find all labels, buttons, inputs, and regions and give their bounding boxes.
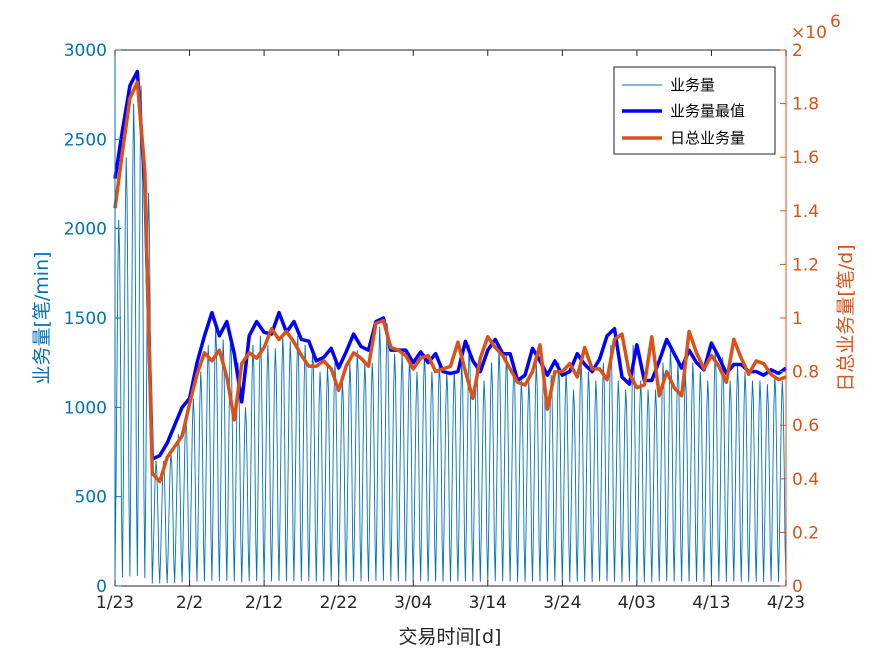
left-y-axis: 0 500 1000 1500 2000 2500 3000 [64,41,121,597]
right-axis-exponent: ×10 6 [791,12,841,43]
right-tick-label: 0.6 [792,416,819,436]
right-tick-label: 0.4 [792,470,819,490]
right-tick-label: 0 [792,577,803,597]
exponent-multiplier: × [791,23,805,43]
right-tick-label: 2 [792,41,803,61]
x-tick-label: 2/12 [245,593,283,613]
left-tick-label: 2500 [64,130,107,150]
exponent-base: 10 [805,23,827,43]
x-tick-label: 4/13 [692,593,730,613]
max-series-line [113,69,788,461]
legend: 业务量 业务量最值 日总业务量 [613,66,776,155]
right-tick-label: 0.8 [792,363,819,383]
minute-series-业务量 [114,85,787,584]
x-tick-label: 2/2 [176,593,203,613]
left-tick-label: 0 [96,577,107,597]
right-tick-label: 1.6 [792,148,819,168]
right-tick-label: 1 [792,309,803,329]
minute-series-line [114,85,787,584]
x-tick-label: 4/03 [618,593,656,613]
x-tick-label: 3/14 [469,593,507,613]
legend-label-max: 业务量最值 [670,102,745,120]
right-y-axis-title: 日总业务量[笔/d] [835,244,857,391]
x-tick-label: 2/22 [320,593,358,613]
daily-series-line [113,80,787,484]
legend-label-daily: 日总业务量 [670,129,745,147]
left-tick-label: 500 [75,488,107,508]
right-tick-label: 1.2 [792,255,819,275]
exponent-power: 6 [830,12,841,32]
x-axis: 1/23 2/2 2/12 2/22 3/04 3/14 3/24 4/03 4/13 4/23 [96,50,805,613]
right-tick-label: 1.4 [792,202,819,222]
daily-series-日总业务量 [113,80,787,484]
x-tick-label: 1/23 [96,593,134,613]
x-tick-label: 3/24 [543,593,581,613]
left-tick-label: 1000 [64,398,107,418]
legend-label-minute: 业务量 [670,76,715,94]
svg-text:×10: ×10 [791,23,827,43]
right-tick-label: 1.8 [792,95,819,115]
right-y-axis: 0 0.2 0.4 0.6 0.8 1 1.2 1.4 1.6 1.8 2 [780,41,819,597]
left-tick-label: 1500 [64,309,107,329]
left-tick-label: 3000 [64,41,107,61]
max-series-业务量最值 [113,69,788,461]
right-tick-label: 0.2 [792,523,819,543]
x-axis-title: 交易时间[d] [399,626,502,648]
left-tick-label: 2000 [64,220,107,240]
left-y-axis-title: 业务量[笔/min] [31,251,53,384]
x-tick-label: 3/04 [394,593,432,613]
x-tick-label: 4/23 [767,593,805,613]
